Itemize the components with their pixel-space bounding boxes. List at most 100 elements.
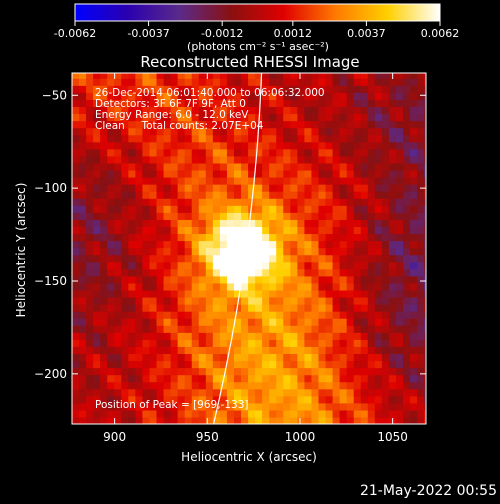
heatmap-cell (205, 191, 214, 199)
heatmap-cell (226, 120, 235, 129)
heatmap-cell (417, 134, 425, 143)
heatmap-cell (86, 226, 94, 235)
heatmap-cell (360, 191, 369, 199)
heatmap-cell (255, 205, 263, 213)
heatmap-cell (177, 113, 186, 122)
heatmap-cell (381, 289, 390, 298)
heatmap-cell (276, 304, 284, 312)
heatmap-cell (121, 261, 129, 270)
heatmap-cell (170, 332, 179, 340)
heatmap-cell (100, 212, 108, 220)
heatmap-cell (410, 381, 418, 390)
heatmap-cell (332, 212, 341, 220)
heatmap-cell (121, 226, 129, 235)
heatmap-cell (353, 346, 362, 355)
heatmap-cell (388, 346, 397, 355)
heatmap-cell (72, 346, 80, 355)
heatmap-cell (318, 127, 327, 136)
heatmap-cell (346, 381, 355, 390)
heatmap-cell (403, 92, 411, 100)
heatmap-cell (283, 261, 291, 270)
heatmap-cell (283, 155, 291, 164)
heatmap-cell (156, 113, 165, 122)
heatmap-cell (410, 212, 418, 220)
heatmap-cell (128, 296, 136, 305)
heatmap-cell (353, 162, 362, 171)
heatmap-cell (417, 402, 425, 411)
heatmap-cell (241, 198, 249, 206)
heatmap-cell (191, 254, 200, 263)
heatmap-cell (135, 332, 144, 340)
heatmap-cell (170, 106, 179, 115)
heatmap-cell (255, 127, 263, 136)
heatmap-cell (262, 247, 270, 256)
heatmap-cell (212, 381, 221, 390)
heatmap-cell (142, 402, 151, 411)
heatmap-cell (276, 318, 284, 326)
heatmap-cell (417, 353, 425, 362)
heatmap-cell (283, 92, 291, 100)
heatmap-cell (163, 289, 172, 298)
heatmap-cell (353, 402, 362, 411)
heatmap-cell (170, 360, 179, 369)
heatmap-cell (135, 381, 144, 390)
heatmap-cell (424, 205, 426, 213)
heatmap-cell (128, 409, 136, 418)
heatmap-cell (269, 268, 277, 277)
heatmap-cell (114, 169, 122, 178)
heatmap-cell (290, 212, 298, 220)
heatmap-cell (290, 247, 298, 256)
heatmap-cell (219, 240, 228, 249)
heatmap-cell (121, 332, 129, 340)
heatmap-cell (86, 191, 94, 199)
heatmap-cell (353, 275, 362, 284)
heatmap-cell (269, 318, 277, 326)
heatmap-cell (177, 409, 186, 418)
heatmap-cell (255, 353, 263, 362)
heatmap-cell (311, 120, 320, 129)
heatmap-cell (184, 219, 193, 227)
heatmap-cell (367, 388, 376, 397)
heatmap-cell (304, 346, 313, 355)
heatmap-cell (219, 141, 228, 150)
heatmap-cell (339, 360, 348, 369)
heatmap-cell (149, 184, 158, 192)
heatmap-cell (156, 318, 165, 326)
heatmap-cell (417, 318, 425, 326)
heatmap-cell (212, 247, 221, 256)
heatmap-cell (360, 219, 369, 227)
heatmap-cell (212, 134, 221, 143)
heatmap-cell (290, 360, 298, 369)
heatmap-cell (360, 127, 369, 136)
heatmap-cell (184, 226, 193, 235)
heatmap-cell (135, 416, 144, 424)
heatmap-cell (360, 212, 369, 220)
heatmap-cell (163, 198, 172, 206)
heatmap-cell (290, 332, 298, 340)
heatmap-cell (205, 73, 214, 79)
heatmap-cell (269, 346, 277, 355)
heatmap-cell (283, 134, 291, 143)
heatmap-cell (417, 261, 425, 270)
heatmap-cell (276, 339, 284, 347)
heatmap-cell (395, 261, 404, 270)
heatmap-cell (311, 261, 320, 270)
heatmap-cell (255, 318, 263, 326)
heatmap-cell (86, 92, 94, 100)
heatmap-cell (128, 198, 136, 206)
heatmap-cell (290, 409, 298, 418)
heatmap-cell (184, 388, 193, 397)
heatmap-cell (107, 120, 115, 129)
heatmap-cell (410, 177, 418, 185)
heatmap-cell (226, 85, 235, 93)
heatmap-cell (388, 388, 397, 397)
heatmap-cell (114, 92, 122, 100)
heatmap-cell (248, 120, 256, 129)
heatmap-cell (304, 106, 313, 115)
heatmap-cell (241, 106, 249, 115)
heatmap-cell (388, 191, 397, 199)
heatmap-cell (395, 127, 404, 136)
heatmap-cell (403, 353, 411, 362)
heatmap-cell (233, 120, 242, 129)
